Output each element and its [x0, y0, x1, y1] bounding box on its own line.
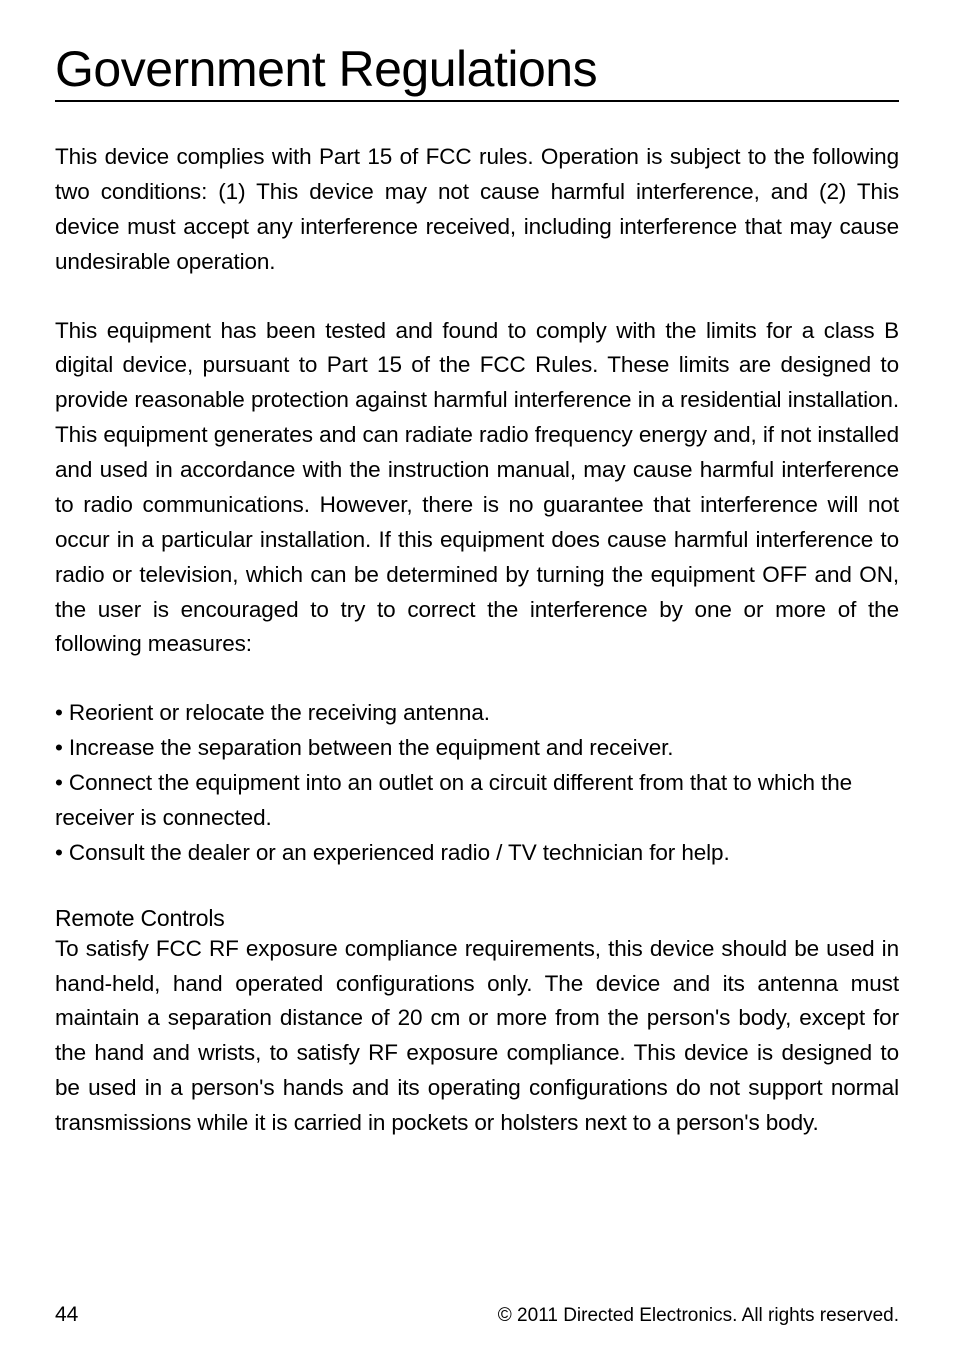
- list-item: • Connect the equipment into an outlet o…: [55, 766, 899, 836]
- footer: 44 © 2011 Directed Electronics. All righ…: [55, 1303, 899, 1327]
- page-title: Government Regulations: [55, 40, 899, 102]
- paragraph-1: This device complies with Part 15 of FCC…: [55, 140, 899, 280]
- page-number: 44: [55, 1303, 78, 1327]
- bullet-list: • Reorient or relocate the receiving ant…: [55, 696, 899, 870]
- subheading-remote-controls: Remote Controls: [55, 905, 899, 932]
- paragraph-2: This equipment has been tested and found…: [55, 314, 899, 663]
- copyright-text: © 2011 Directed Electronics. All rights …: [498, 1305, 899, 1327]
- list-item: • Reorient or relocate the receiving ant…: [55, 696, 899, 731]
- list-item: • Increase the separation between the eq…: [55, 731, 899, 766]
- list-item: • Consult the dealer or an experienced r…: [55, 836, 899, 871]
- paragraph-remote-controls: To satisfy FCC RF exposure compliance re…: [55, 932, 899, 1141]
